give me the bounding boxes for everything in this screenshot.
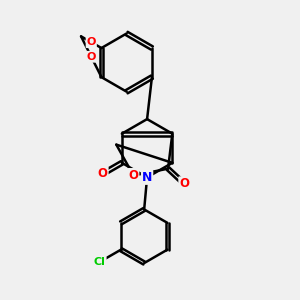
- Text: Cl: Cl: [94, 257, 106, 267]
- Text: O: O: [179, 177, 189, 190]
- Text: O: O: [98, 167, 108, 180]
- Text: O: O: [87, 37, 96, 47]
- Text: O: O: [128, 169, 138, 182]
- Text: O: O: [87, 52, 96, 62]
- Text: N: N: [142, 171, 152, 184]
